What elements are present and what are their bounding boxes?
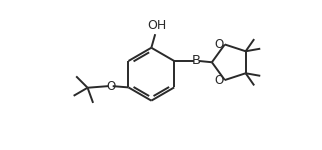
Text: B: B — [192, 54, 201, 68]
Text: OH: OH — [147, 19, 166, 32]
Text: O: O — [106, 80, 115, 93]
Text: O: O — [214, 38, 224, 51]
Text: O: O — [214, 74, 224, 87]
